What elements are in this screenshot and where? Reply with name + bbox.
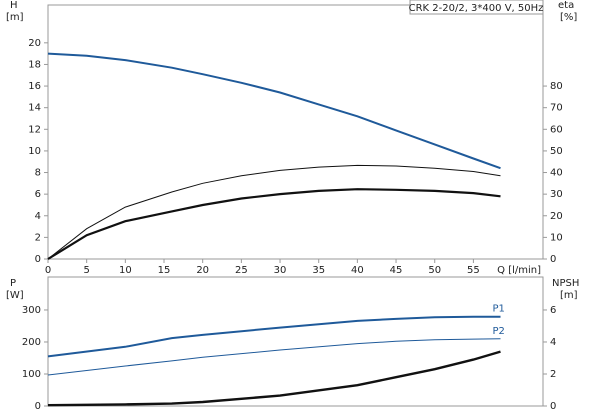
y2-unit: [%] xyxy=(560,12,577,23)
x-tick-label: 0 xyxy=(45,265,51,276)
y2-tick-label: 10 xyxy=(550,232,563,243)
y-tick-label: 20 xyxy=(28,38,41,49)
y2-tick-label: 30 xyxy=(550,189,563,200)
curve-label: P1 xyxy=(492,304,504,315)
bottom-frame xyxy=(47,276,544,407)
y2-tick-label: 20 xyxy=(550,211,563,222)
x-tick-label: 55 xyxy=(467,265,480,276)
y2-unit: [m] xyxy=(560,290,578,301)
x-tick-label: 30 xyxy=(274,265,287,276)
y-tick-label: 12 xyxy=(28,124,41,135)
y2-tick-label: 40 xyxy=(550,168,563,179)
y-tick-label: 14 xyxy=(28,103,41,114)
y-tick-label: 10 xyxy=(28,146,41,157)
y-label: H xyxy=(10,0,18,11)
curve xyxy=(47,350,501,407)
curve xyxy=(47,52,501,170)
y-unit: [W] xyxy=(6,290,24,301)
x-tick-label: 35 xyxy=(312,265,325,276)
y-tick-label: 0 xyxy=(35,401,41,412)
x-tick-label: 40 xyxy=(351,265,364,276)
y2-tick-label: 80 xyxy=(550,81,563,92)
x-tick-label: 50 xyxy=(428,265,441,276)
y-tick-label: 6 xyxy=(35,189,41,200)
y2-tick-label: 60 xyxy=(550,124,563,135)
y-tick-label: 100 xyxy=(22,369,41,380)
x-tick-label: 10 xyxy=(119,265,132,276)
x-tick-label: 15 xyxy=(158,265,171,276)
curve-label: P2 xyxy=(492,326,504,337)
y2-tick-label: 0 xyxy=(550,254,556,265)
y-tick-label: 0 xyxy=(35,254,41,265)
y-tick-label: 16 xyxy=(28,81,41,92)
x-tick-label: 20 xyxy=(196,265,209,276)
x-tick-label: 25 xyxy=(235,265,248,276)
x-tick-label: 5 xyxy=(83,265,89,276)
y-label: P xyxy=(10,278,16,289)
y2-tick-label: 0 xyxy=(550,401,556,412)
curve xyxy=(47,188,501,260)
y-tick-label: 2 xyxy=(35,232,41,243)
curve xyxy=(47,338,501,376)
y2-label: NPSH xyxy=(552,278,579,289)
y2-label: eta xyxy=(558,0,574,11)
chart-title: CRK 2-20/2, 3*400 V, 50Hz xyxy=(409,3,544,14)
curve xyxy=(47,315,501,358)
top-frame xyxy=(47,4,544,260)
y2-tick-label: 2 xyxy=(550,369,556,380)
curve xyxy=(47,164,501,260)
x-label: Q [l/min] xyxy=(497,265,541,276)
y-tick-label: 8 xyxy=(35,168,41,179)
y2-tick-label: 70 xyxy=(550,103,563,114)
title-box xyxy=(409,0,544,15)
y-tick-label: 18 xyxy=(28,59,41,70)
y-tick-label: 200 xyxy=(22,337,41,348)
y2-tick-label: 4 xyxy=(550,337,556,348)
y-tick-label: 300 xyxy=(22,305,41,316)
y2-tick-label: 6 xyxy=(550,305,556,316)
x-tick-label: 45 xyxy=(390,265,403,276)
y-unit: [m] xyxy=(6,12,24,23)
y2-tick-label: 50 xyxy=(550,146,563,157)
y-tick-label: 4 xyxy=(35,211,41,222)
